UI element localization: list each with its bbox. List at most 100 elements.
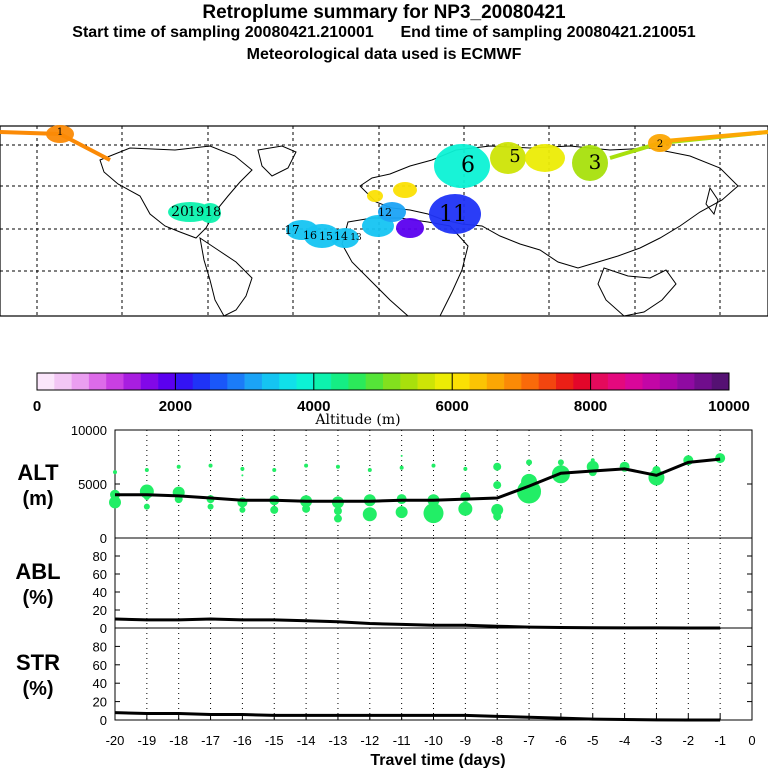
altitude-dot [270,505,279,514]
colorbar-swatch [158,373,176,390]
plume-cluster [199,203,221,223]
colorbar-label: Altitude (m) [314,412,400,428]
y-tick-label: 0 [100,621,107,636]
plume-day-label: 17 [284,223,299,237]
altitude-dot [493,462,502,471]
altitude-dot [143,503,150,510]
plume-cluster [429,194,481,234]
plume-day-label: 19 [188,205,205,220]
x-tick-label: 0 [748,733,755,748]
altitude-dot [458,501,473,516]
plume-day-label: 5 [509,146,520,167]
altitude-dot [399,465,404,470]
colorbar-swatch [313,373,332,390]
x-tick-label: -2 [683,733,695,748]
plume-day-label: 15 [319,230,333,243]
x-tick-label: -4 [619,733,631,748]
colorbar-swatch [642,373,661,390]
colorbar-swatch [590,373,609,390]
panel-unit-alt: (m) [22,488,53,510]
colorbar-swatch [54,373,72,390]
plume-cluster [572,145,608,181]
plume-cluster [378,202,406,222]
plume-day-label: 3 [589,150,602,174]
colorbar-tick-label: 0 [33,398,41,415]
colorbar-swatch [279,373,297,390]
y-tick-label: 0 [100,713,107,728]
x-tick-label: -16 [233,733,252,748]
time-series-panels: 0 5000 10000 ALT (m) 0 20 40 60 80 ABL (%) 0 20 40 60 80… [15,423,755,748]
altitude-dot [557,459,564,466]
coastline [199,236,253,317]
colorbar-swatch [210,373,228,390]
panel-label-str: STR [16,650,60,675]
x-tick-label: -15 [265,733,284,748]
colorbar-tick-label: 10000 [708,398,750,415]
colorbar-swatch [244,373,263,390]
altitude-dot [176,464,181,469]
altitude-dot [423,503,444,524]
colorbar-swatch [400,373,418,390]
y-tick-label: 40 [93,676,107,691]
colorbar-swatch [331,373,349,390]
colorbar-tick-label: 8000 [574,398,607,415]
altitude-dot [395,506,408,519]
plume-day-label: 13 [350,233,362,243]
colorbar-swatch [607,373,626,390]
plume-day-label: 18 [205,205,222,220]
y-tick-label: 60 [93,567,107,582]
x-tick-label: -1 [714,733,726,748]
abl-fraction-line [114,617,721,630]
y-tick-label: 80 [93,639,107,654]
met-data-line: Meteorological data used is ECMWF [246,46,522,63]
colorbar-swatch [625,373,643,390]
altitude-dot [493,481,502,490]
mean-altitude-line [115,457,721,503]
x-axis-label: Travel time (days) [370,752,505,768]
colorbar-swatch [486,373,505,390]
colorbar-swatch [227,373,245,390]
altitude-dot [208,463,213,468]
colorbar-swatch [348,373,366,390]
colorbar-swatch [140,373,159,390]
x-tick-label: -3 [651,733,663,748]
altitude-dot [239,506,246,513]
y-tick-label: 10000 [71,423,107,438]
altitude-dot [367,467,372,472]
colorbar-swatch [711,373,730,390]
x-tick-label: -14 [297,733,316,748]
plume-cluster [46,125,74,143]
colorbar-swatch [192,373,211,390]
plume-cluster [525,144,565,172]
colorbar-swatch [175,373,193,390]
plume-day-label: 16 [303,229,317,242]
colorbar-swatch [452,373,470,390]
plume-cluster [648,134,672,152]
panel-label-alt: ALT [17,460,59,485]
colorbar-swatch [504,373,522,390]
y-tick-label: 0 [100,531,107,546]
altitude-dot [493,512,502,521]
x-tick-label: -5 [587,733,599,748]
plume-cluster [304,224,340,248]
y-tick-label: 20 [93,603,107,618]
colorbar-swatch [521,373,539,390]
x-tick-label: -17 [201,733,220,748]
altitude-dot [517,479,542,504]
colorbar-swatch [88,373,107,390]
x-tick-label: -8 [491,733,503,748]
altitude-dot [333,514,342,523]
altitude-dot [109,496,121,509]
colorbar-swatch [106,373,124,390]
x-tick-label: -9 [460,733,472,748]
altitude-dot [207,503,214,510]
plume-cluster [490,142,526,174]
altitude-dot [491,503,504,516]
plume-day-label: 2 [657,139,663,150]
altitude-dot [302,504,311,513]
plume-day-label: 20 [171,204,189,220]
plume-day-label: 11 [439,202,467,227]
colorbar-swatch [261,373,280,390]
altitude-dot [144,467,149,472]
